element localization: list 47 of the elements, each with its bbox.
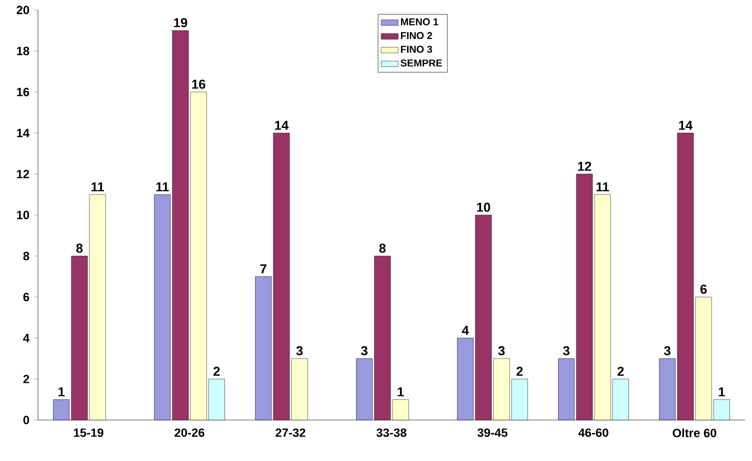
data-label: 4 (462, 326, 469, 335)
y-tick-label: 10 (17, 210, 30, 220)
x-tick-label: 46-60 (578, 428, 608, 437)
legend-label: SEMPRE (400, 59, 442, 67)
data-label: 16 (192, 80, 206, 89)
x-tick-label: 27-32 (276, 428, 306, 437)
data-label: 10 (477, 202, 490, 212)
x-tick-label: 15-19 (74, 428, 104, 437)
data-label: 3 (563, 346, 570, 356)
x-tick-label: 39-45 (477, 428, 508, 437)
y-tick-label: 12 (17, 170, 30, 178)
y-tick-label: 0 (23, 416, 30, 424)
y-tick-label: 8 (23, 252, 30, 260)
x-tick-label: 33-38 (376, 428, 406, 437)
data-label: 6 (700, 284, 707, 294)
x-tick-label: Oltre 60 (672, 428, 716, 438)
legend-label: FINO 2 (401, 32, 432, 40)
y-tick-label: 18 (17, 46, 30, 56)
x-tick-label: 20-26 (174, 428, 204, 437)
data-label: 3 (296, 346, 303, 356)
data-label: 11 (92, 182, 104, 192)
data-label: 1 (58, 387, 65, 396)
legend-label: MENO 1 (401, 18, 438, 26)
data-label: 8 (76, 244, 83, 253)
data-label: 11 (156, 182, 169, 192)
y-tick-label: 4 (23, 334, 30, 342)
data-label: 12 (578, 162, 592, 171)
y-tick-label: 20 (16, 6, 30, 14)
data-label: 3 (498, 346, 505, 356)
data-label: 8 (379, 244, 386, 253)
y-tick-label: 6 (23, 292, 30, 302)
data-label: 14 (275, 120, 289, 130)
data-label: 3 (361, 346, 368, 356)
y-tick-label: 2 (23, 374, 30, 384)
data-label: 7 (260, 264, 266, 274)
data-label: 2 (214, 366, 220, 376)
data-label: 19 (174, 18, 188, 28)
data-label: 1 (398, 387, 404, 396)
data-label: 11 (596, 182, 610, 192)
y-tick-label: 14 (17, 128, 30, 138)
data-label: 3 (664, 346, 670, 356)
y-tick-label: 16 (17, 88, 30, 96)
data-label: 2 (516, 366, 523, 376)
data-label: 2 (618, 366, 624, 376)
data-label: 14 (679, 120, 693, 130)
legend-label: FINO 3 (401, 46, 432, 53)
data-label: 1 (718, 387, 725, 396)
